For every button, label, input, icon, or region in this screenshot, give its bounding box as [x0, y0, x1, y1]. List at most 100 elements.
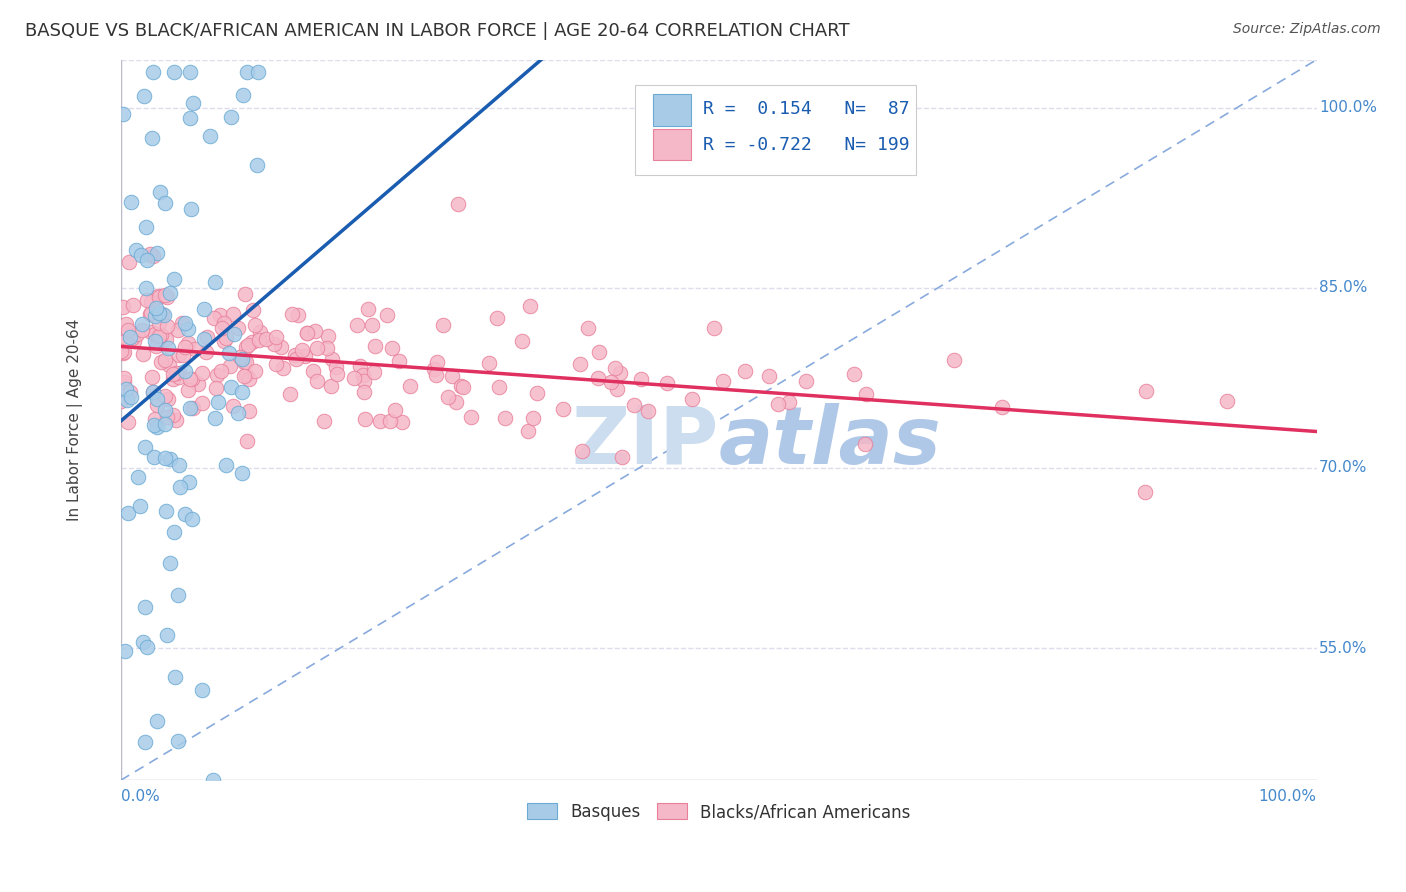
- Point: [325, 359, 347, 374]
- Point: [117, 323, 139, 337]
- Point: [135, 640, 157, 655]
- Point: [179, 475, 201, 489]
- Point: [173, 364, 195, 378]
- Point: [246, 158, 269, 172]
- Point: [172, 348, 194, 362]
- Point: [681, 392, 703, 407]
- Point: [117, 506, 139, 520]
- Point: [304, 324, 326, 338]
- Point: [610, 450, 633, 464]
- Point: [132, 89, 155, 103]
- Point: [758, 369, 780, 384]
- Point: [141, 369, 163, 384]
- Point: [218, 346, 240, 360]
- Point: [249, 325, 271, 339]
- Point: [495, 411, 517, 425]
- Point: [149, 354, 172, 368]
- Text: ZIP: ZIP: [571, 402, 718, 481]
- Point: [195, 330, 218, 344]
- Point: [218, 359, 240, 373]
- Point: [235, 340, 257, 354]
- Point: [145, 392, 167, 406]
- Point: [637, 404, 659, 418]
- Point: [143, 326, 166, 341]
- Point: [162, 408, 184, 422]
- Point: [179, 64, 201, 78]
- Point: [478, 356, 501, 370]
- Point: [191, 396, 214, 410]
- Point: [139, 307, 162, 321]
- Point: [177, 383, 200, 397]
- Point: [1216, 393, 1239, 408]
- Point: [128, 499, 150, 513]
- Point: [711, 375, 734, 389]
- Point: [114, 334, 136, 348]
- Point: [388, 353, 411, 368]
- Text: R = -0.722   N= 199: R = -0.722 N= 199: [703, 136, 910, 153]
- Point: [485, 311, 508, 326]
- Point: [381, 342, 404, 356]
- Point: [305, 374, 328, 388]
- Point: [609, 367, 631, 381]
- Point: [110, 393, 132, 408]
- Point: [630, 371, 652, 385]
- Point: [312, 414, 335, 428]
- Point: [222, 399, 245, 413]
- Point: [375, 308, 398, 322]
- Point: [193, 332, 215, 346]
- Point: [316, 341, 339, 355]
- Point: [553, 402, 575, 417]
- Point: [326, 367, 349, 381]
- Point: [131, 318, 153, 332]
- Point: [145, 339, 167, 353]
- Point: [179, 111, 201, 125]
- Point: [146, 398, 169, 412]
- Text: 55.0%: 55.0%: [1319, 640, 1368, 656]
- Text: BASQUE VS BLACK/AFRICAN AMERICAN IN LABOR FORCE | AGE 20-64 CORRELATION CHART: BASQUE VS BLACK/AFRICAN AMERICAN IN LABO…: [25, 22, 851, 40]
- Point: [231, 351, 253, 366]
- Point: [263, 337, 285, 351]
- Point: [588, 345, 610, 359]
- Point: [703, 321, 725, 335]
- Point: [134, 735, 156, 749]
- Point: [219, 110, 242, 124]
- Point: [353, 384, 375, 399]
- Point: [316, 329, 339, 343]
- Point: [149, 327, 172, 342]
- Point: [517, 425, 540, 439]
- Point: [143, 412, 166, 426]
- Point: [179, 372, 201, 386]
- Point: [112, 344, 135, 359]
- Point: [243, 318, 266, 333]
- Point: [112, 375, 135, 389]
- Point: [212, 334, 235, 349]
- Point: [778, 395, 800, 409]
- Point: [425, 368, 447, 383]
- FancyBboxPatch shape: [636, 85, 917, 175]
- Point: [156, 341, 179, 355]
- Point: [159, 452, 181, 467]
- Point: [266, 357, 288, 371]
- Point: [578, 321, 600, 335]
- Point: [155, 196, 177, 211]
- Point: [488, 380, 510, 394]
- Point: [120, 330, 142, 344]
- Point: [112, 371, 135, 385]
- Point: [943, 353, 966, 368]
- Point: [148, 333, 170, 347]
- Point: [153, 451, 176, 466]
- Point: [145, 246, 167, 260]
- Point: [232, 87, 254, 102]
- Point: [110, 343, 132, 358]
- Point: [181, 512, 204, 526]
- Text: Source: ZipAtlas.com: Source: ZipAtlas.com: [1233, 22, 1381, 37]
- Point: [384, 403, 406, 417]
- Point: [193, 301, 215, 316]
- Point: [222, 307, 245, 321]
- Point: [155, 332, 177, 346]
- Point: [291, 343, 314, 357]
- Point: [142, 384, 165, 399]
- Point: [204, 410, 226, 425]
- Point: [129, 247, 152, 261]
- Point: [167, 370, 190, 384]
